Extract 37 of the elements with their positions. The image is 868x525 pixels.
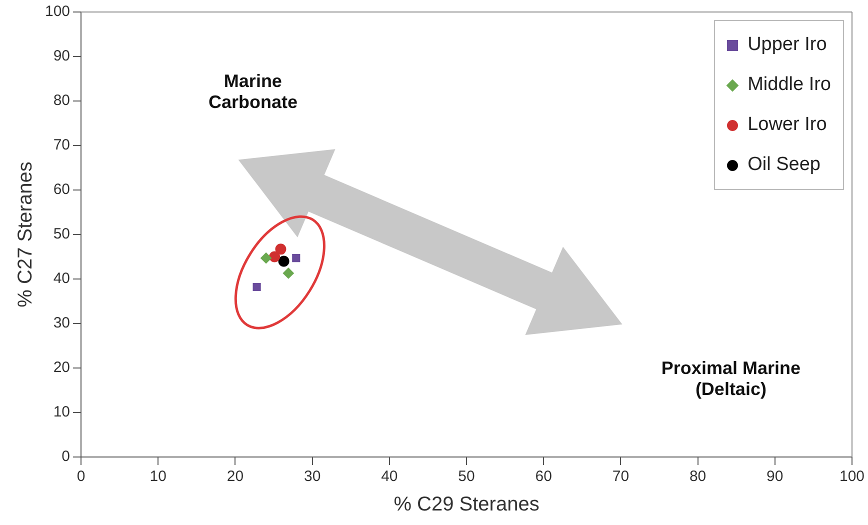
x-tick-label: 20 xyxy=(226,468,244,486)
y-tick-label: 10 xyxy=(53,404,70,421)
x-tick-label: 60 xyxy=(535,468,552,486)
x-axis-title: % C29 Steranes xyxy=(394,494,540,516)
y-tick-label: 100 xyxy=(44,3,70,20)
annotation: Marine Carbonate xyxy=(208,71,298,114)
y-tick-label: 90 xyxy=(53,48,70,65)
annotation: Proximal Marine (Deltaic) xyxy=(661,358,800,400)
x-tick-label: 0 xyxy=(76,468,86,486)
x-tick-label: 40 xyxy=(381,468,398,486)
x-tick-label: 50 xyxy=(458,468,475,486)
point xyxy=(292,254,300,262)
y-tick-label: 0 xyxy=(62,448,70,466)
point xyxy=(278,256,290,267)
y-tick-label: 30 xyxy=(53,314,70,332)
x-tick-label: 90 xyxy=(766,468,784,486)
point xyxy=(269,251,280,262)
x-tick-label: 10 xyxy=(150,468,166,486)
x-tick-label: 100 xyxy=(839,468,865,486)
y-axis-title: % C27 Steranes xyxy=(14,162,37,308)
x-tick-label: 80 xyxy=(689,468,706,486)
y-tick-label: 60 xyxy=(53,181,70,198)
point xyxy=(275,244,286,255)
legend-label: Oil Seep xyxy=(748,154,820,176)
legend-label: Lower Iro xyxy=(748,114,827,136)
point xyxy=(282,268,294,279)
x-tick-label: 70 xyxy=(612,468,630,486)
x-tick-label: 30 xyxy=(304,468,321,486)
legend-label: Upper Iro xyxy=(748,34,827,56)
legend-label: Middle Iro xyxy=(748,74,831,96)
y-tick-label: 20 xyxy=(53,359,70,376)
y-tick-label: 80 xyxy=(53,92,70,110)
y-tick-label: 50 xyxy=(53,226,70,243)
point xyxy=(260,252,272,264)
y-tick-label: 70 xyxy=(53,136,70,154)
y-tick-label: 40 xyxy=(53,270,70,288)
point xyxy=(252,282,261,292)
